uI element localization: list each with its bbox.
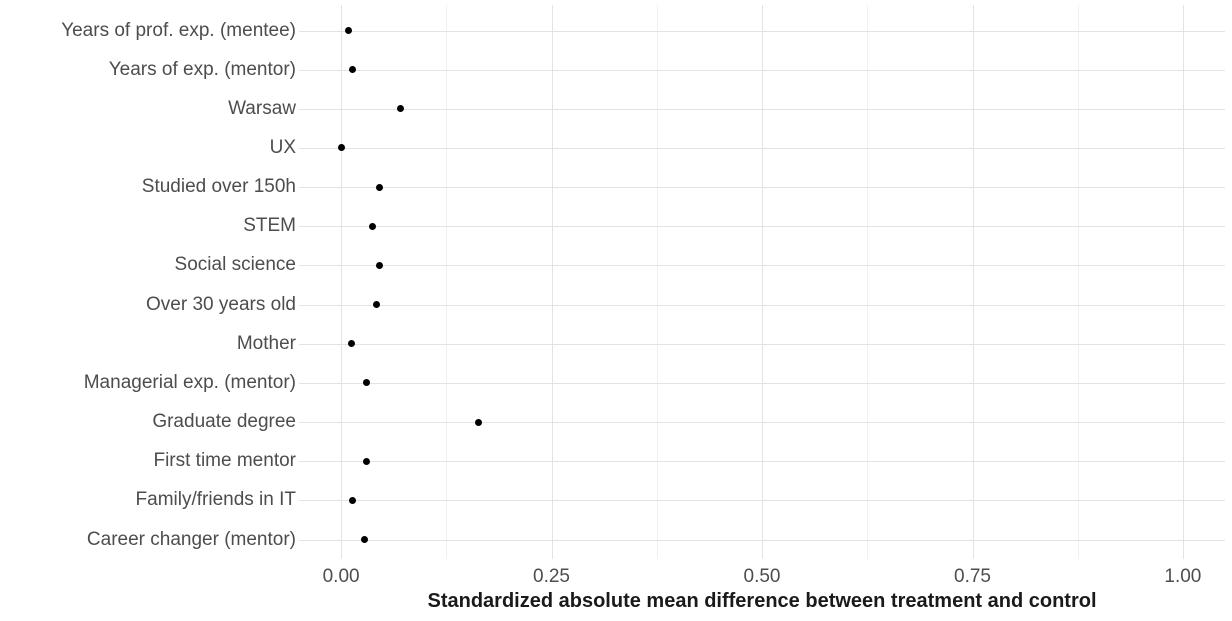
y-axis-label: Years of exp. (mentor) xyxy=(108,58,296,80)
data-point xyxy=(348,66,356,74)
x-tick-label: 0.50 xyxy=(743,566,781,587)
minor-gridline xyxy=(1077,5,1079,559)
major-gridline xyxy=(1182,5,1184,559)
category-gridline xyxy=(299,69,1225,71)
category-gridline xyxy=(299,422,1225,423)
y-axis-label: Family/friends in IT xyxy=(135,489,296,511)
y-axis-label: Warsaw xyxy=(228,97,296,119)
data-point xyxy=(362,457,370,465)
major-gridline xyxy=(341,5,343,559)
category-gridline xyxy=(299,304,1225,306)
data-point xyxy=(362,379,370,387)
data-point xyxy=(368,222,376,230)
y-axis-label: Years of prof. exp. (mentee) xyxy=(61,19,296,41)
y-axis-label: Over 30 years old xyxy=(146,293,296,315)
x-tick-label: 0.00 xyxy=(322,566,360,587)
y-axis-label: Career changer (mentor) xyxy=(86,528,296,550)
y-axis-label: Managerial exp. (mentor) xyxy=(83,371,296,393)
y-axis-label: Studied over 150h xyxy=(141,176,296,198)
category-gridline xyxy=(299,226,1225,228)
x-tick-label: 0.25 xyxy=(533,566,570,587)
y-axis-label: First time mentor xyxy=(153,450,296,472)
category-gridline xyxy=(299,500,1225,502)
y-axis-label: Social science xyxy=(174,254,296,276)
major-gridline xyxy=(551,5,553,559)
data-point xyxy=(474,418,482,426)
data-point xyxy=(338,144,346,152)
category-gridline xyxy=(299,539,1225,541)
category-gridline xyxy=(299,187,1225,189)
x-axis-title: Standardized absolute mean difference be… xyxy=(427,590,1097,612)
x-tick-label: 0.75 xyxy=(954,566,991,587)
major-gridline xyxy=(972,5,974,559)
category-gridline xyxy=(299,108,1225,110)
data-point xyxy=(376,183,384,191)
minor-gridline xyxy=(656,5,658,559)
y-axis-label: STEM xyxy=(243,215,296,237)
data-point xyxy=(345,27,353,34)
data-point xyxy=(361,536,369,543)
y-axis-label: UX xyxy=(269,136,296,158)
minor-gridline xyxy=(867,5,869,559)
minor-gridline xyxy=(446,5,448,559)
category-gridline xyxy=(299,382,1225,384)
data-point xyxy=(397,105,405,113)
data-point xyxy=(348,496,356,504)
y-axis-label: Mother xyxy=(236,332,296,354)
category-gridline xyxy=(299,265,1225,267)
x-tick-label: 1.00 xyxy=(1164,566,1202,587)
major-gridline xyxy=(762,5,763,559)
category-gridline xyxy=(299,30,1225,32)
data-point xyxy=(375,261,383,269)
y-axis-label: Graduate degree xyxy=(152,411,296,432)
category-gridline xyxy=(299,343,1225,345)
data-point xyxy=(372,301,380,309)
data-point xyxy=(347,340,355,348)
category-gridline xyxy=(299,147,1225,149)
category-gridline xyxy=(299,461,1225,463)
